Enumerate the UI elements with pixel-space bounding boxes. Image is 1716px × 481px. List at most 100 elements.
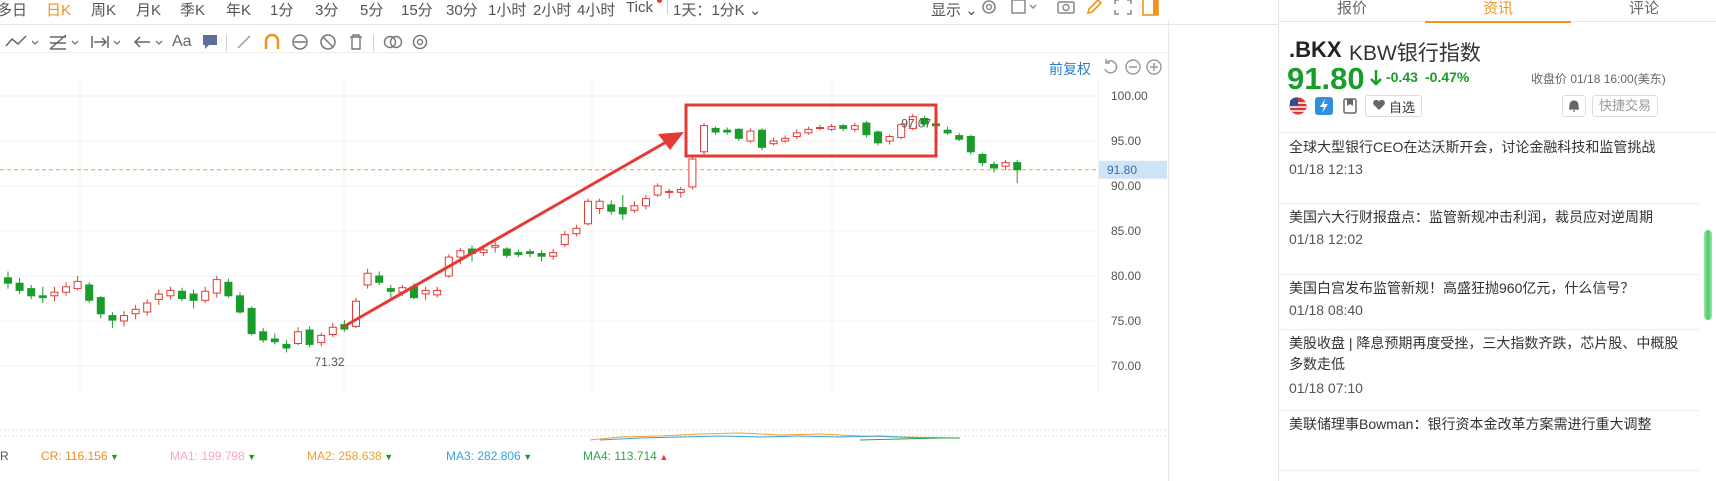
indicator-label: CR: 116.156	[41, 449, 108, 463]
watchlist-button[interactable]: 自选	[1365, 95, 1423, 117]
candle-body	[653, 185, 662, 196]
news-scrollbar[interactable]	[1701, 134, 1715, 481]
price-axis-label: 95.00	[1111, 134, 1141, 148]
candle-body	[723, 129, 732, 133]
candle-body	[468, 248, 476, 254]
news-item[interactable]: 美国白宫发布监管新规！高盛狂抛960亿元，什么信号？ 01/18 08:40	[1279, 275, 1699, 330]
arrow-tool-icon[interactable]	[132, 31, 168, 53]
timeframe-8[interactable]: 5分	[360, 2, 384, 17]
indicator-0[interactable]: CR: 116.156 ▼	[41, 449, 119, 463]
price-axis-label: 75.00	[1111, 314, 1141, 328]
hide-drawing-icon[interactable]	[318, 31, 338, 53]
info-panel: 报价 资讯 评论 .BKX KBW银行指数 91.80 -0.43 -0.47%…	[1278, 0, 1716, 481]
indicator-3[interactable]: MA3: 282.806 ▼	[446, 449, 532, 463]
news-item[interactable]: 美股收盘 | 降息预期再度受挫，三大指数齐跌，芯片股、中概股多数走低 01/18 …	[1279, 330, 1699, 411]
price-axis-label: 80.00	[1111, 269, 1141, 283]
timeframe-11[interactable]: 1小时	[488, 2, 527, 17]
candle-body	[932, 123, 940, 127]
candle-body	[630, 205, 639, 211]
indicator-label: MA1: 199.798	[170, 449, 245, 463]
candle-body	[769, 140, 778, 145]
comment-tool-icon[interactable]	[201, 31, 219, 53]
scrollbar-thumb[interactable]	[1704, 230, 1712, 320]
symbol-name: KBW银行指数	[1349, 42, 1481, 65]
candle-body	[294, 331, 302, 344]
delete-drawing-icon[interactable]	[347, 31, 365, 53]
candle-body	[990, 163, 998, 169]
alert-bell-icon[interactable]	[1562, 95, 1586, 117]
sidebar-toggle-icon[interactable]	[1141, 0, 1161, 21]
candle-body	[4, 277, 12, 284]
timeframe-7[interactable]: 3分	[315, 2, 339, 17]
compare-icon[interactable]	[382, 31, 404, 53]
candle-body	[642, 198, 650, 207]
zoom-in-icon[interactable]	[1145, 58, 1163, 81]
symbol-code: .BKX	[1289, 37, 1342, 62]
timeframe-0[interactable]: 多日	[0, 2, 28, 17]
timeframe-5[interactable]: 年K	[226, 2, 252, 17]
fib-tool-icon[interactable]	[48, 31, 84, 53]
candle-body	[178, 290, 186, 299]
candle-body	[491, 244, 500, 248]
timeframe-3[interactable]: 月K	[136, 2, 162, 17]
timeframe-12[interactable]: 2小时	[533, 2, 572, 17]
indicator-4[interactable]: MA4: 113.714 ▲	[583, 449, 668, 463]
candle-body	[874, 131, 882, 144]
indicator-prefix: R	[0, 449, 9, 463]
timeframe-6[interactable]: 1分	[270, 2, 294, 17]
candle-body	[816, 127, 824, 129]
timeframe-15[interactable]: 1天：1分K ⌄	[673, 2, 762, 17]
candle-body	[236, 295, 244, 313]
tab-quote[interactable]: 报价	[1336, 0, 1367, 17]
adjust-mode-link[interactable]: 前复权	[1049, 61, 1091, 77]
triangle-up-icon: ▲	[656, 452, 669, 462]
layout-icon[interactable]	[1011, 0, 1039, 21]
timeframe-1[interactable]: 日K	[46, 2, 72, 17]
reset-zoom-icon[interactable]	[1102, 58, 1120, 81]
candle-body	[897, 124, 906, 138]
eraser-line-icon[interactable]	[235, 31, 253, 53]
indicator-1[interactable]: MA1: 199.798 ▼	[170, 449, 256, 463]
pencil-icon[interactable]	[1085, 0, 1105, 21]
timeframe-14[interactable]: Tick	[626, 0, 653, 16]
candle-body	[15, 282, 24, 291]
active-tab-indicator	[1425, 21, 1571, 23]
indicator-2[interactable]: MA2: 258.638 ▼	[307, 449, 393, 463]
display-menu[interactable]: 显示 ⌄	[931, 2, 978, 19]
candle-body	[398, 287, 407, 293]
trendline-tool-icon[interactable]	[4, 31, 40, 53]
news-item[interactable]: 美联储理事Bowman：银行资本金改革方案需进行重大调整	[1279, 411, 1699, 471]
news-item[interactable]: 美国六大行财报盘点：监管新规冲击利润，裁员应对逆周期 01/18 12:02	[1279, 204, 1699, 275]
candle-body	[549, 252, 558, 257]
candle-body	[375, 275, 384, 283]
timeframe-10[interactable]: 30分	[446, 2, 478, 17]
candle-body	[537, 253, 546, 257]
text-tool-icon[interactable]: Aa	[172, 33, 192, 50]
indicator-settings-icon[interactable]	[410, 31, 430, 53]
tab-news[interactable]: 资讯	[1482, 0, 1513, 17]
quick-trade-button[interactable]: 快捷交易	[1592, 95, 1659, 117]
candle-body	[514, 252, 523, 255]
tab-comments[interactable]: 评论	[1628, 0, 1659, 17]
candle-body	[433, 289, 442, 296]
timeframe-2[interactable]: 周K	[91, 2, 117, 17]
fullscreen-icon[interactable]	[1113, 0, 1133, 21]
candle-body	[734, 128, 743, 139]
timeframe-9[interactable]: 15分	[401, 2, 433, 17]
zoom-out-icon[interactable]	[1124, 58, 1142, 81]
camera-icon[interactable]	[1056, 0, 1076, 21]
settings-icon[interactable]	[980, 0, 998, 21]
magnet-icon[interactable]	[262, 31, 282, 53]
measure-tool-icon[interactable]	[90, 31, 126, 53]
news-title: 美国六大行财报盘点：监管新规冲击利润，裁员应对逆周期	[1289, 209, 1653, 225]
candle-body	[584, 200, 592, 225]
timeframe-4[interactable]: 季K	[180, 2, 206, 17]
candle-body	[38, 295, 47, 299]
flash-icon[interactable]	[1315, 97, 1333, 120]
note-icon[interactable]	[1341, 97, 1359, 120]
candle-body	[154, 293, 163, 300]
news-item[interactable]: 全球大型银行CEO在达沃斯开会，讨论金融科技和监管挑战 01/18 12:13	[1279, 134, 1699, 204]
indicator-line	[859, 437, 960, 441]
lock-drawing-icon[interactable]	[290, 31, 310, 53]
timeframe-13[interactable]: 4小时	[577, 2, 616, 17]
